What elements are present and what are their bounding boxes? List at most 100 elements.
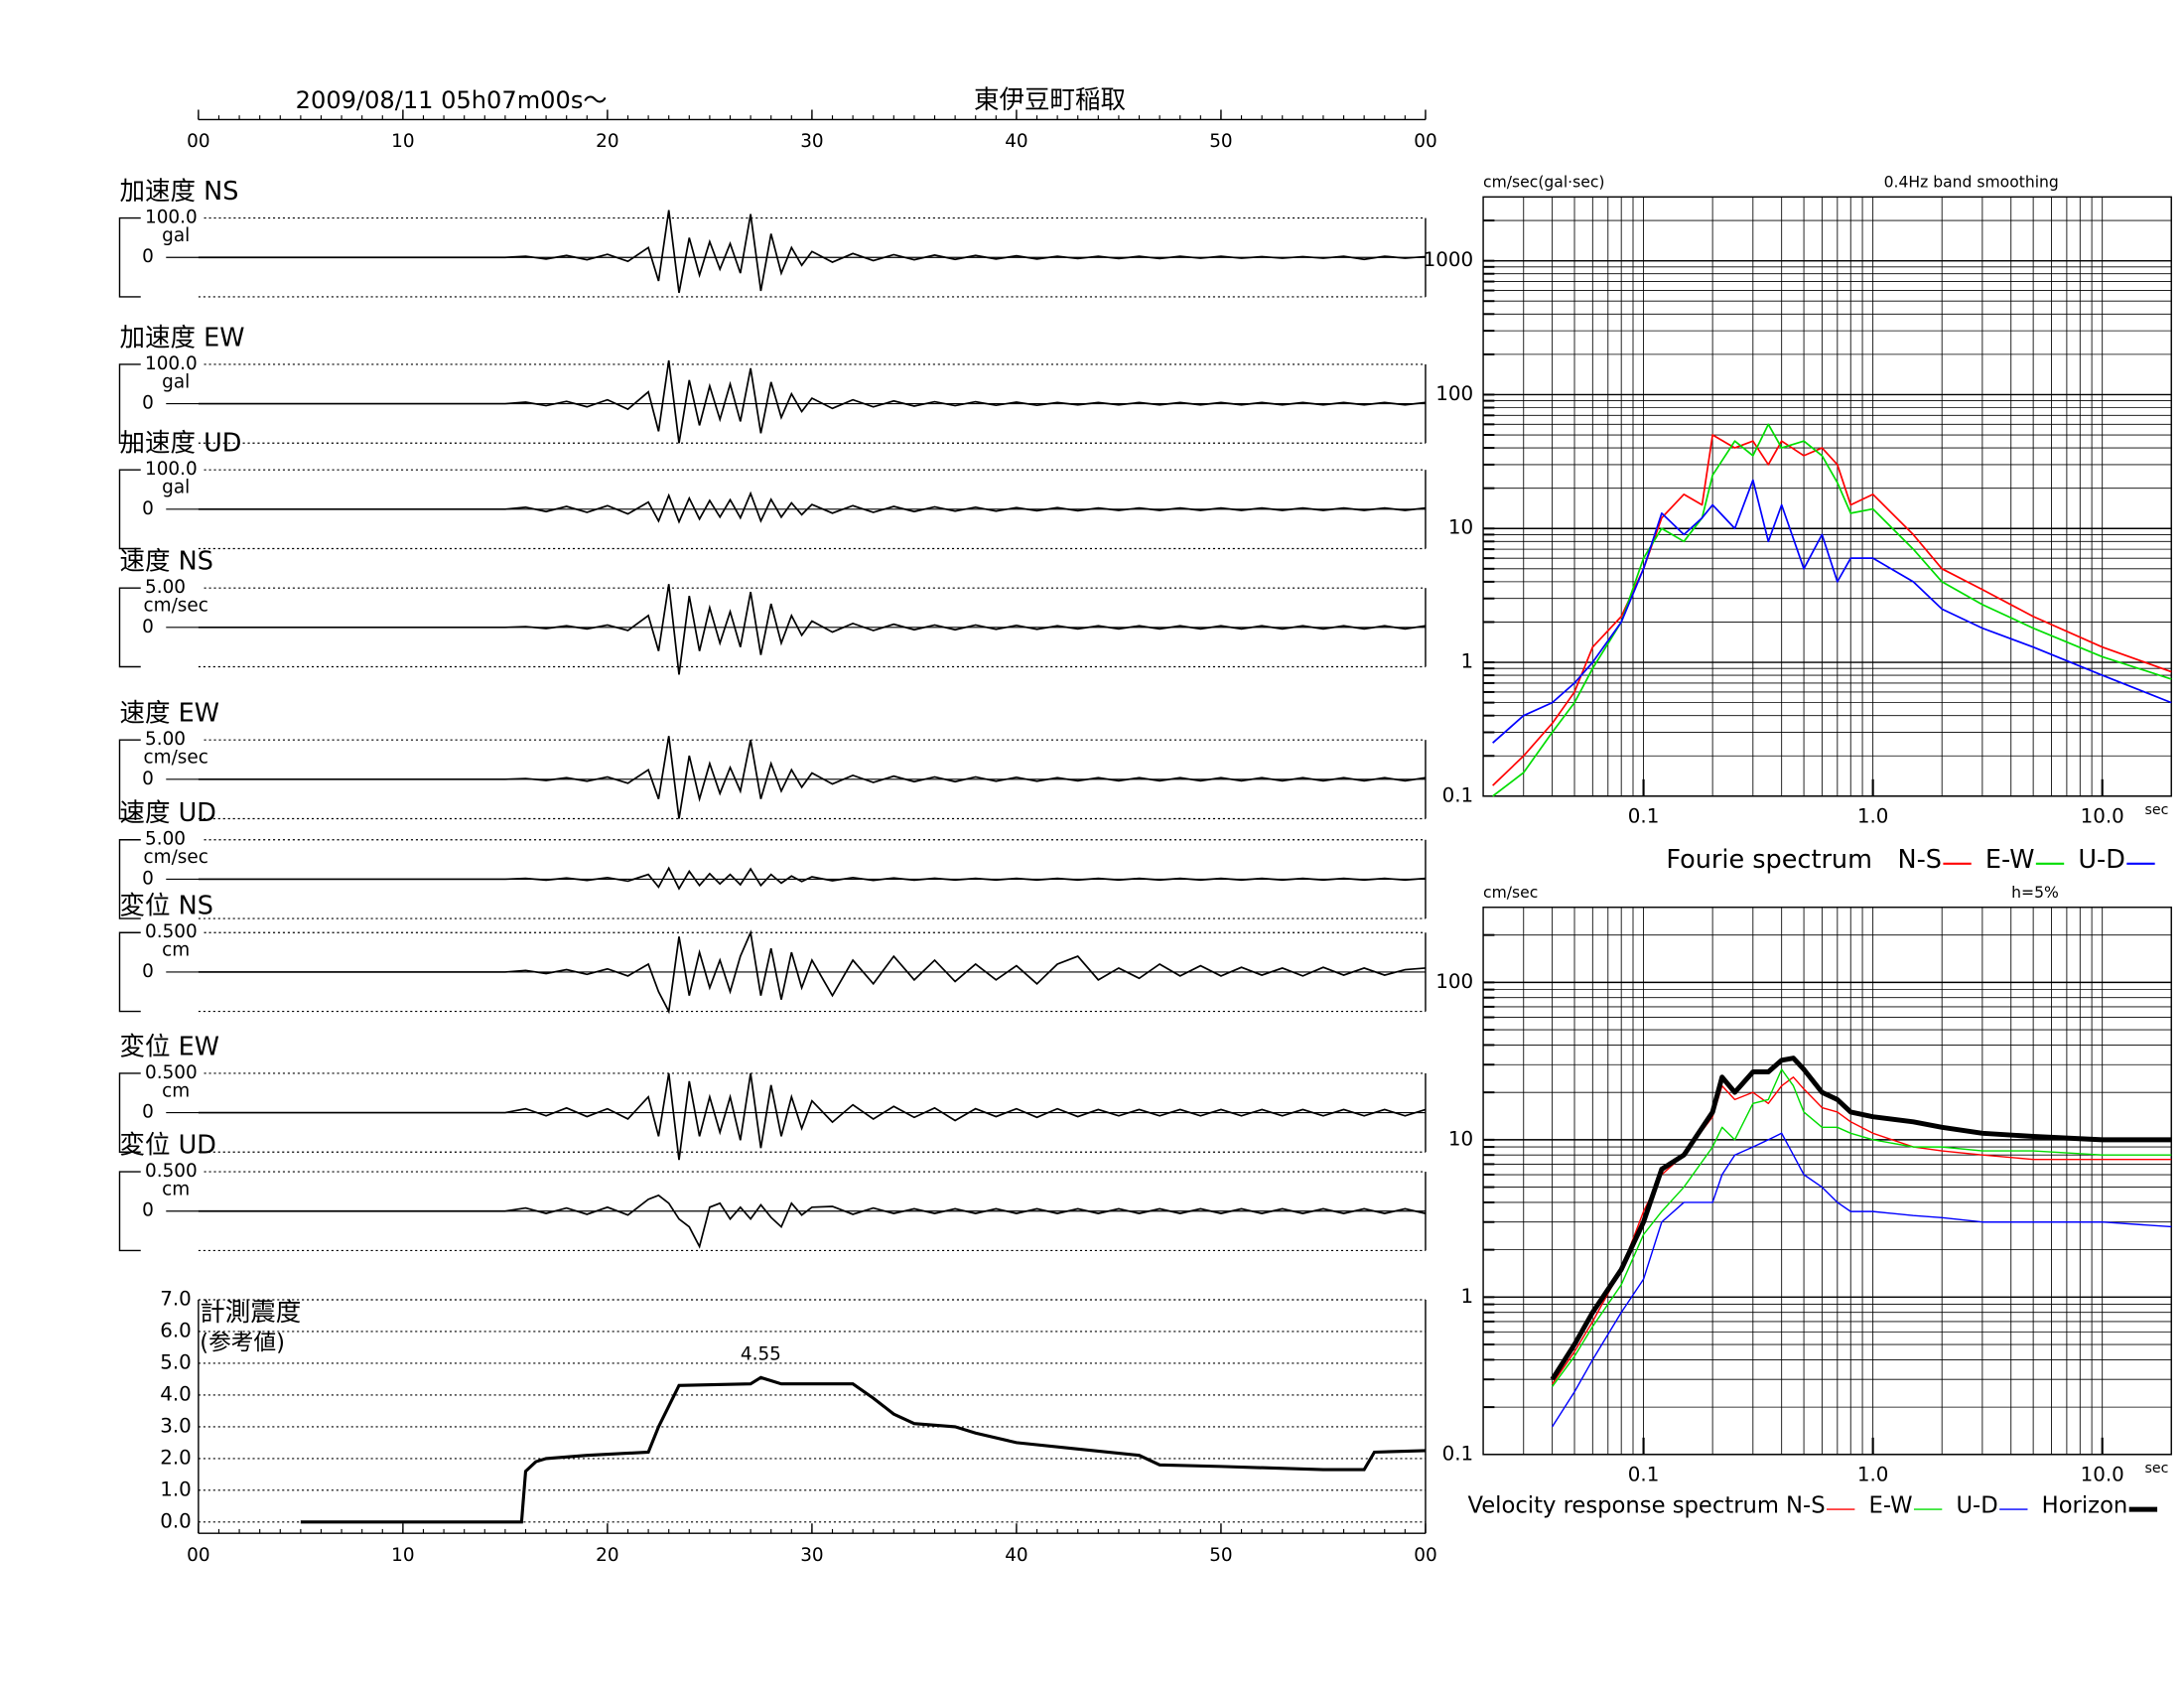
legend-label: U-D	[1956, 1493, 1997, 1519]
y-tick-label: 5.00	[145, 577, 186, 598]
legend-title: Fourie spectrum	[1666, 845, 1872, 875]
y-tick-label: 10	[1448, 516, 1473, 539]
unit-label: cm/sec	[144, 748, 208, 769]
y-tick-label: 5.00	[145, 729, 186, 750]
y-tick-label: 0.1	[1442, 1442, 1474, 1465]
note: h=5%	[2011, 884, 2059, 902]
x-tick-label: 30	[800, 131, 823, 152]
waveform	[198, 866, 1427, 891]
unit-label: gal	[162, 371, 190, 392]
waveform	[198, 1194, 1427, 1249]
unit-label: gal	[162, 478, 190, 498]
panel-label: 加速度 NS	[119, 177, 238, 207]
unit-label: cm/sec	[144, 596, 208, 617]
spectrum-line	[1492, 423, 2172, 797]
y-tick-label: 0	[142, 246, 154, 267]
y-tick-label: 0.500	[145, 1161, 198, 1182]
x-label: sec	[2145, 802, 2169, 818]
x-tick-label: 20	[596, 131, 618, 152]
x-tick-label: 10.0	[2081, 805, 2124, 828]
y-tick-label: 4.0	[160, 1382, 192, 1405]
y-tick-label: 0	[142, 769, 154, 789]
waveform	[198, 491, 1427, 524]
legend-label: Horizon	[2042, 1493, 2128, 1519]
y-tick-label: 100.0	[145, 459, 198, 480]
x-tick-label: 50	[1209, 131, 1232, 152]
panel-bracket	[118, 1072, 141, 1153]
legend-label: E-W	[1869, 1493, 1913, 1519]
panel-label: 変位 EW	[119, 1032, 218, 1061]
x-tick-label: 10.0	[2081, 1464, 2124, 1486]
y-tick-label: 0	[142, 393, 154, 414]
y-tick-label: 6.0	[160, 1319, 192, 1341]
waveform	[198, 929, 1427, 1015]
y-tick-label: 0	[142, 498, 154, 519]
unit-label: gal	[162, 225, 190, 246]
legend-title: Velocity response spectrum	[1467, 1493, 1779, 1519]
chart-title: 計測震度	[200, 1298, 301, 1328]
y-tick-label: 0	[142, 617, 154, 637]
panel-label: 変位 UD	[119, 1131, 215, 1161]
y-tick-label: 0	[142, 868, 154, 889]
y-tick-label: 100.0	[145, 353, 198, 374]
y-tick-label: 0.1	[1442, 783, 1474, 806]
y-tick-label: 5.0	[160, 1350, 192, 1373]
intensity-line	[300, 1375, 1427, 1524]
spectrum-line	[1552, 1132, 2172, 1428]
x-label: sec	[2145, 1461, 2169, 1477]
waveform	[198, 210, 1427, 294]
x-tick-label: 0.1	[1628, 1464, 1660, 1486]
x-tick-label: 20	[596, 1545, 618, 1566]
spectrum-line	[1492, 479, 2172, 744]
y-tick-label: 0	[142, 961, 154, 982]
panel-bracket	[118, 587, 141, 668]
y-label: cm/sec(gal·sec)	[1483, 174, 1604, 192]
y-tick-label: 0.500	[145, 1062, 198, 1083]
panel-label: 加速度 UD	[119, 429, 241, 459]
panel-bracket	[118, 839, 141, 919]
spectrum-line	[1492, 434, 2172, 786]
y-tick-label: 1	[1461, 1285, 1474, 1308]
x-tick-label: 00	[187, 1545, 209, 1566]
annotation: 4.55	[741, 1344, 781, 1365]
panel-bracket	[118, 739, 141, 820]
unit-label: cm	[162, 1180, 190, 1200]
legend-label: N-S	[1897, 845, 1941, 875]
x-tick-label: 00	[1414, 131, 1436, 152]
y-label: cm/sec	[1483, 884, 1538, 902]
note: 0.4Hz band smoothing	[1884, 174, 2059, 192]
y-tick-label: 0.500	[145, 921, 198, 942]
x-tick-label: 10	[391, 131, 414, 152]
x-tick-label: 50	[1209, 1545, 1232, 1566]
y-tick-label: 0	[142, 1200, 154, 1221]
panel-label: 速度 UD	[119, 798, 215, 828]
x-tick-label: 00	[1414, 1545, 1436, 1566]
waveform	[198, 584, 1427, 675]
y-tick-label: 7.0	[160, 1288, 192, 1311]
panel-bracket	[118, 931, 141, 1013]
y-tick-label: 1.0	[160, 1477, 192, 1500]
y-tick-label: 0	[142, 1102, 154, 1123]
unit-label: cm	[162, 940, 190, 961]
waveform	[198, 736, 1427, 819]
x-tick-label: 0.1	[1628, 805, 1660, 828]
panel-bracket	[118, 363, 141, 444]
legend-label: E-W	[1985, 845, 2035, 875]
x-tick-label: 1.0	[1857, 805, 1889, 828]
panel-label: 速度 EW	[119, 699, 218, 729]
y-tick-label: 2.0	[160, 1446, 192, 1469]
y-tick-label: 1000	[1424, 248, 1473, 271]
panel-label: 変位 NS	[119, 892, 212, 921]
waveform	[198, 1072, 1427, 1161]
x-tick-label: 10	[391, 1545, 414, 1566]
x-tick-label: 1.0	[1857, 1464, 1889, 1486]
y-tick-label: 3.0	[160, 1414, 192, 1437]
x-tick-label: 30	[800, 1545, 823, 1566]
panel-bracket	[118, 216, 141, 298]
y-tick-label: 0.0	[160, 1509, 192, 1532]
y-tick-label: 100.0	[145, 208, 198, 228]
chart-title: 東伊豆町稲取	[974, 85, 1126, 115]
spectrum-line	[1550, 1055, 2172, 1381]
